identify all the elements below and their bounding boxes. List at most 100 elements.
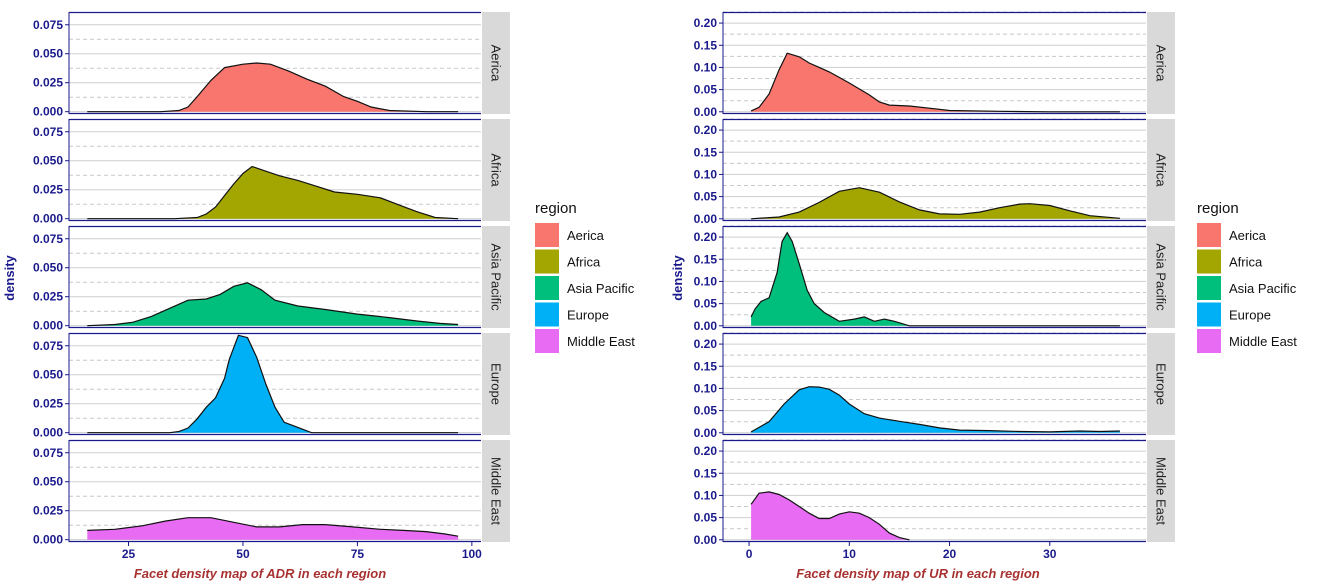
- legend-label: Asia Pacific: [567, 281, 635, 296]
- y-axis-title: density: [670, 254, 685, 300]
- x-tick-label: 50: [236, 547, 250, 561]
- density-area-asia-pacific: [87, 282, 459, 326]
- legend-item-africa: Africa: [1197, 249, 1263, 274]
- facet-strip: [1147, 226, 1175, 328]
- legend-swatch: [535, 249, 559, 274]
- y-tick-label: 0.075: [33, 446, 63, 460]
- y-tick-label: 0.00: [694, 319, 718, 333]
- facet-strip-label: Middle East: [489, 457, 504, 525]
- legend-item-aerica: Aerica: [535, 223, 605, 247]
- y-tick-label: 0.000: [33, 319, 63, 333]
- legend-label: Africa: [567, 255, 601, 270]
- legend-title: region: [1197, 200, 1239, 217]
- y-tick-label: 0.15: [694, 145, 718, 159]
- facet-strip: [1147, 440, 1175, 542]
- legend-item-middle-east: Middle East: [1197, 329, 1297, 353]
- legend-swatch: [1197, 223, 1221, 247]
- y-tick-label: 0.050: [33, 154, 63, 168]
- legend-swatch: [535, 329, 559, 353]
- legend-label: Europe: [1229, 308, 1271, 323]
- y-tick-label: 0.025: [33, 504, 63, 518]
- facet-panel-asia-pacific: 0.00 0.05 0.10 0.15 0.20 Asia Pacific: [694, 225, 1175, 333]
- y-tick-label: 0.20: [694, 16, 718, 30]
- facet-strip: [1147, 119, 1175, 221]
- legend-item-asia-pacific: Asia Pacific: [535, 276, 635, 300]
- y-tick-label: 0.00: [694, 533, 718, 547]
- y-tick-label: 0.025: [33, 290, 63, 304]
- y-tick-label: 0.075: [33, 18, 63, 32]
- density-area-middle-east: [751, 491, 910, 540]
- facet-panel-aerica: 0.00 0.05 0.10 0.15 0.20 Aerica: [694, 11, 1175, 119]
- density-line-asia-pacific: [750, 231, 1120, 327]
- density-line-asia-pacific: [87, 282, 459, 327]
- y-tick-label: 0.15: [694, 38, 718, 52]
- y-tick-label: 0.10: [694, 167, 718, 181]
- x-tick-label: 25: [122, 547, 136, 561]
- y-tick-label: 0.10: [694, 60, 718, 74]
- facet-panel-africa: 0.00 0.05 0.10 0.15 0.20 Africa: [694, 118, 1175, 226]
- legend-item-africa: Africa: [535, 249, 601, 274]
- y-tick-label: 0.050: [33, 261, 63, 275]
- density-line-africa: [751, 187, 1120, 220]
- x-tick-label: 10: [843, 547, 857, 561]
- facet-panel-europe: 0.00 0.05 0.10 0.15 0.20 Europe: [694, 332, 1175, 440]
- x-tick-label: 0: [746, 547, 753, 561]
- facet-panel-middle-east: 0.000 0.025 0.050 0.075 Middle East: [33, 439, 510, 547]
- y-tick-label: 0.15: [694, 252, 718, 266]
- x-tick-label: 75: [351, 547, 365, 561]
- x-tick-label: 30: [1043, 547, 1057, 561]
- y-tick-label: 0.20: [694, 230, 718, 244]
- y-tick-label: 0.05: [694, 190, 718, 204]
- y-tick-label: 0.000: [33, 105, 63, 119]
- legend-title: region: [535, 200, 577, 217]
- legend-label: Aerica: [1229, 228, 1267, 243]
- facet-panel-africa: 0.000 0.025 0.050 0.075 Africa: [33, 118, 510, 226]
- y-tick-label: 0.10: [694, 381, 718, 395]
- legend-label: Middle East: [567, 334, 635, 349]
- y-tick-label: 0.10: [694, 274, 718, 288]
- y-tick-label: 0.025: [33, 183, 63, 197]
- y-tick-label: 0.000: [33, 212, 63, 226]
- density-line-europe: [750, 386, 1120, 433]
- legend-swatch: [535, 276, 559, 300]
- facet-strip-label: Africa: [489, 153, 504, 187]
- y-tick-label: 0.075: [33, 125, 63, 139]
- y-tick-label: 0.20: [694, 123, 718, 137]
- y-tick-label: 0.15: [694, 359, 718, 373]
- legend-swatch: [1197, 276, 1221, 300]
- density-area-europe: [751, 386, 1120, 433]
- y-tick-label: 0.025: [33, 397, 63, 411]
- density-line-aerica: [750, 52, 1120, 113]
- legend-item-europe: Europe: [535, 302, 609, 327]
- x-axis-title: Facet density map of ADR in each region: [134, 566, 386, 581]
- facet-strip-label: Africa: [1154, 153, 1169, 187]
- legend-item-europe: Europe: [1197, 302, 1271, 327]
- y-tick-label: 0.025: [33, 76, 63, 90]
- density-line-middle-east: [750, 491, 910, 541]
- y-tick-label: 0.075: [33, 232, 63, 246]
- y-tick-label: 0.15: [694, 466, 718, 480]
- facet-strip: [1147, 12, 1175, 114]
- legend-label: Europe: [567, 308, 609, 323]
- ur-density-chart: 0.000.050.100.150.20Aerica0.000.050.100.…: [670, 11, 1175, 581]
- facet-strip: [482, 119, 510, 221]
- density-area-africa: [751, 187, 1120, 219]
- legend-swatch: [535, 302, 559, 327]
- facet-strip-label: Europe: [1154, 363, 1169, 405]
- legend-label: Middle East: [1229, 334, 1297, 349]
- y-tick-label: 0.10: [694, 488, 718, 502]
- facet-strip: [482, 333, 510, 435]
- y-tick-label: 0.20: [694, 337, 718, 351]
- legend-swatch: [535, 223, 559, 247]
- y-tick-label: 0.05: [694, 297, 718, 311]
- facet-strip-label: Asia Pacific: [489, 243, 504, 311]
- y-tick-label: 0.00: [694, 105, 718, 119]
- legend-swatch: [1197, 329, 1221, 353]
- facet-strip: [482, 440, 510, 542]
- legend-item-asia-pacific: Asia Pacific: [1197, 276, 1297, 300]
- y-tick-label: 0.000: [33, 533, 63, 547]
- facet-panel-asia-pacific: 0.000 0.025 0.050 0.075 Asia Pacific: [33, 225, 510, 333]
- facet-strip-label: Aerica: [489, 45, 504, 83]
- y-tick-label: 0.00: [694, 212, 718, 226]
